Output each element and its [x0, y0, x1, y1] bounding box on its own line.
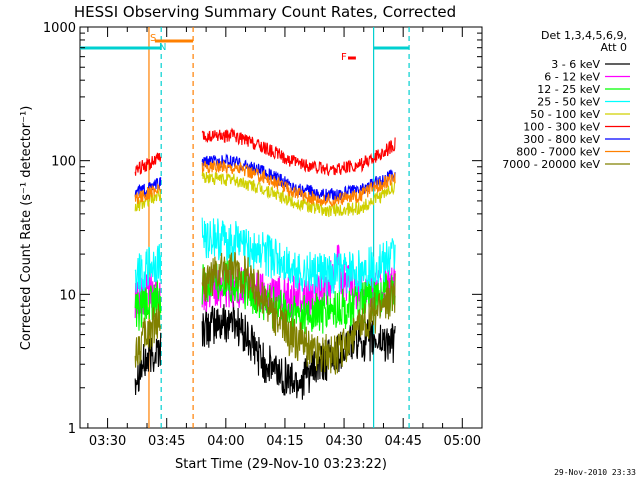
x-tick-label: 04:30 — [325, 434, 362, 449]
x-tick-label: 03:30 — [89, 434, 126, 449]
legend-label: 300 - 800 keV — [523, 133, 600, 146]
series-50-100-keV-kev — [134, 170, 396, 218]
series-25-50-keV-kev — [134, 217, 396, 296]
series-segment-2 — [201, 251, 396, 375]
y-tick-label: 1000 — [43, 21, 76, 36]
legend-label: 25 - 50 keV — [537, 96, 600, 109]
legend-header-line: Att 0 — [601, 41, 627, 54]
series-segment-2 — [201, 217, 396, 296]
render-timestamp: 29-Nov-2010 23:33 — [554, 468, 636, 477]
legend-label: 12 - 25 keV — [537, 83, 600, 96]
series-segment-1 — [134, 332, 162, 396]
x-tick-label: 03:45 — [148, 434, 185, 449]
series-segment-2 — [201, 153, 396, 202]
plot-area-frame — [79, 26, 483, 429]
series-segment-2 — [201, 258, 396, 335]
y-axis-label: Corrected Count Rate (s⁻¹ detector⁻¹) — [19, 106, 34, 351]
x-tick-label: 05:00 — [444, 434, 481, 449]
y-tick-label: 10 — [59, 288, 76, 303]
chart-title: HESSI Observing Summary Count Rates, Cor… — [74, 3, 456, 21]
legend-label: 6 - 12 keV — [544, 71, 600, 84]
y-tick-label: 100 — [51, 155, 76, 170]
series-segment-2 — [201, 301, 396, 400]
legend-label: 800 - 7000 keV — [516, 146, 600, 159]
legend-header-line: Det 1,3,4,5,6,9, — [541, 29, 627, 42]
series-segment-1 — [134, 152, 162, 176]
x-tick-label: 04:15 — [266, 434, 303, 449]
x-axis-label: Start Time (29-Nov-10 03:23:22) — [175, 457, 387, 472]
series-segment-1 — [134, 189, 162, 212]
series-segment-2 — [201, 160, 396, 207]
series-segment-1 — [134, 303, 162, 368]
series-800-7000-keV-kev — [134, 160, 396, 207]
flag-s: S — [150, 33, 156, 44]
x-tick-label: 04:45 — [384, 434, 421, 449]
series-100-300-keV-kev — [134, 127, 396, 177]
flag-f: F — [341, 52, 347, 63]
legend-label: 50 - 100 keV — [530, 108, 600, 121]
legend-label: 3 - 6 keV — [551, 58, 600, 71]
series-7000-20000-keV-kev — [134, 251, 396, 375]
series-segment-2 — [201, 127, 396, 177]
series-segment-1 — [134, 244, 162, 294]
legend-label: 7000 - 20000 keV — [502, 158, 600, 171]
series-segment-2 — [201, 170, 396, 218]
series-3-6-keV-kev — [134, 301, 396, 400]
flag-n: N — [159, 42, 166, 53]
series-segment-1 — [134, 183, 162, 205]
y-tick-label: 1 — [68, 422, 76, 437]
legend-label: 100 - 300 keV — [523, 121, 600, 134]
x-tick-label: 04:00 — [207, 434, 244, 449]
